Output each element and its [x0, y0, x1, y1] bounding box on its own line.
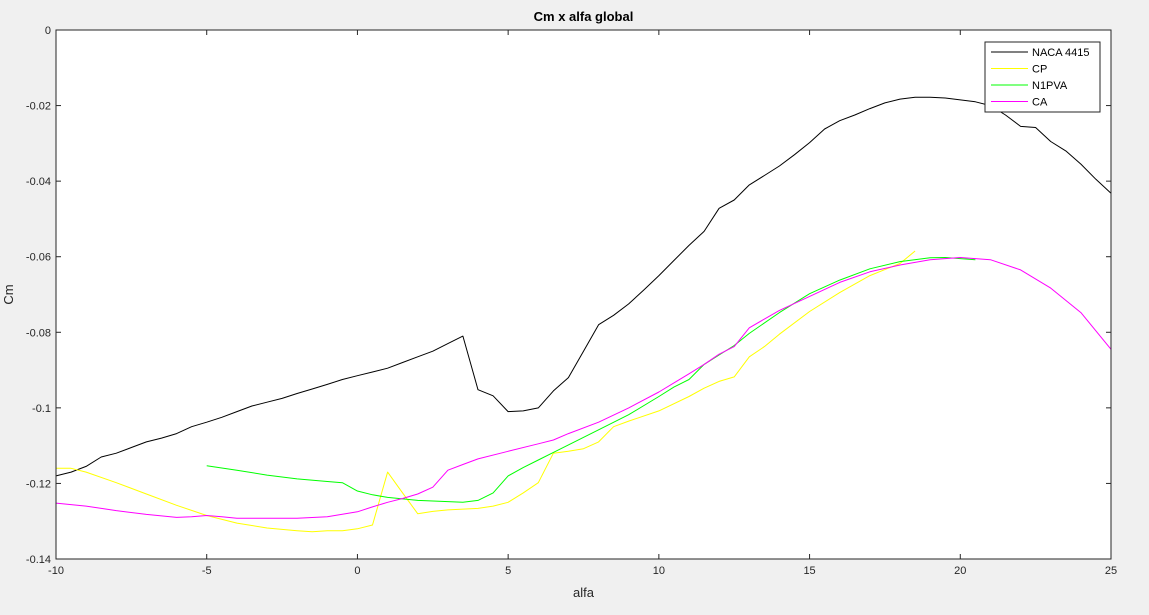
legend-box — [984, 41, 1101, 113]
series-line-naca-4415 — [55, 96, 1112, 477]
series-group — [55, 96, 1112, 533]
y-tick-label: -0.02 — [26, 101, 51, 113]
x-tick-label: -5 — [202, 565, 212, 577]
y-tick-label: 0 — [45, 25, 51, 37]
series-line-n1pva — [206, 257, 976, 503]
x-tick-label: 20 — [954, 565, 966, 577]
series-line-ca — [55, 257, 1112, 519]
series-line-cp — [56, 250, 916, 533]
x-tick-label: 10 — [653, 565, 665, 577]
plot-frame — [55, 29, 1112, 560]
legend-label: N1PVA — [1032, 80, 1068, 92]
y-tick-label: -0.06 — [26, 252, 51, 264]
legend: NACA 4415 CP N1PVA CA — [984, 41, 1101, 113]
x-tick-label: 0 — [354, 565, 360, 577]
y-tick-label: -0.12 — [26, 478, 51, 490]
x-tick-label: 15 — [803, 565, 815, 577]
y-axis-label: Cm — [1, 284, 16, 304]
y-tick-label: -0.14 — [26, 554, 51, 566]
y-tick-label: -0.08 — [26, 327, 51, 339]
legend-label: CP — [1032, 64, 1047, 76]
y-tick-label: -0.04 — [26, 176, 51, 188]
legend-label: CA — [1032, 97, 1048, 109]
legend-label: NACA 4415 — [1032, 47, 1089, 59]
plot-area — [56, 30, 1111, 559]
chart-title: Cm x alfa global — [534, 9, 634, 24]
x-tick-label: 25 — [1105, 565, 1117, 577]
y-tick-label: -0.1 — [32, 403, 51, 415]
ticks-group: -10 -5 0 5 10 15 20 25 0 -0.02 -0.04 -0.06 -0.08 -0.1… — [26, 25, 1117, 577]
x-axis-label: alfa — [573, 585, 595, 600]
x-tick-label: -10 — [48, 565, 64, 577]
x-tick-label: 5 — [505, 565, 511, 577]
